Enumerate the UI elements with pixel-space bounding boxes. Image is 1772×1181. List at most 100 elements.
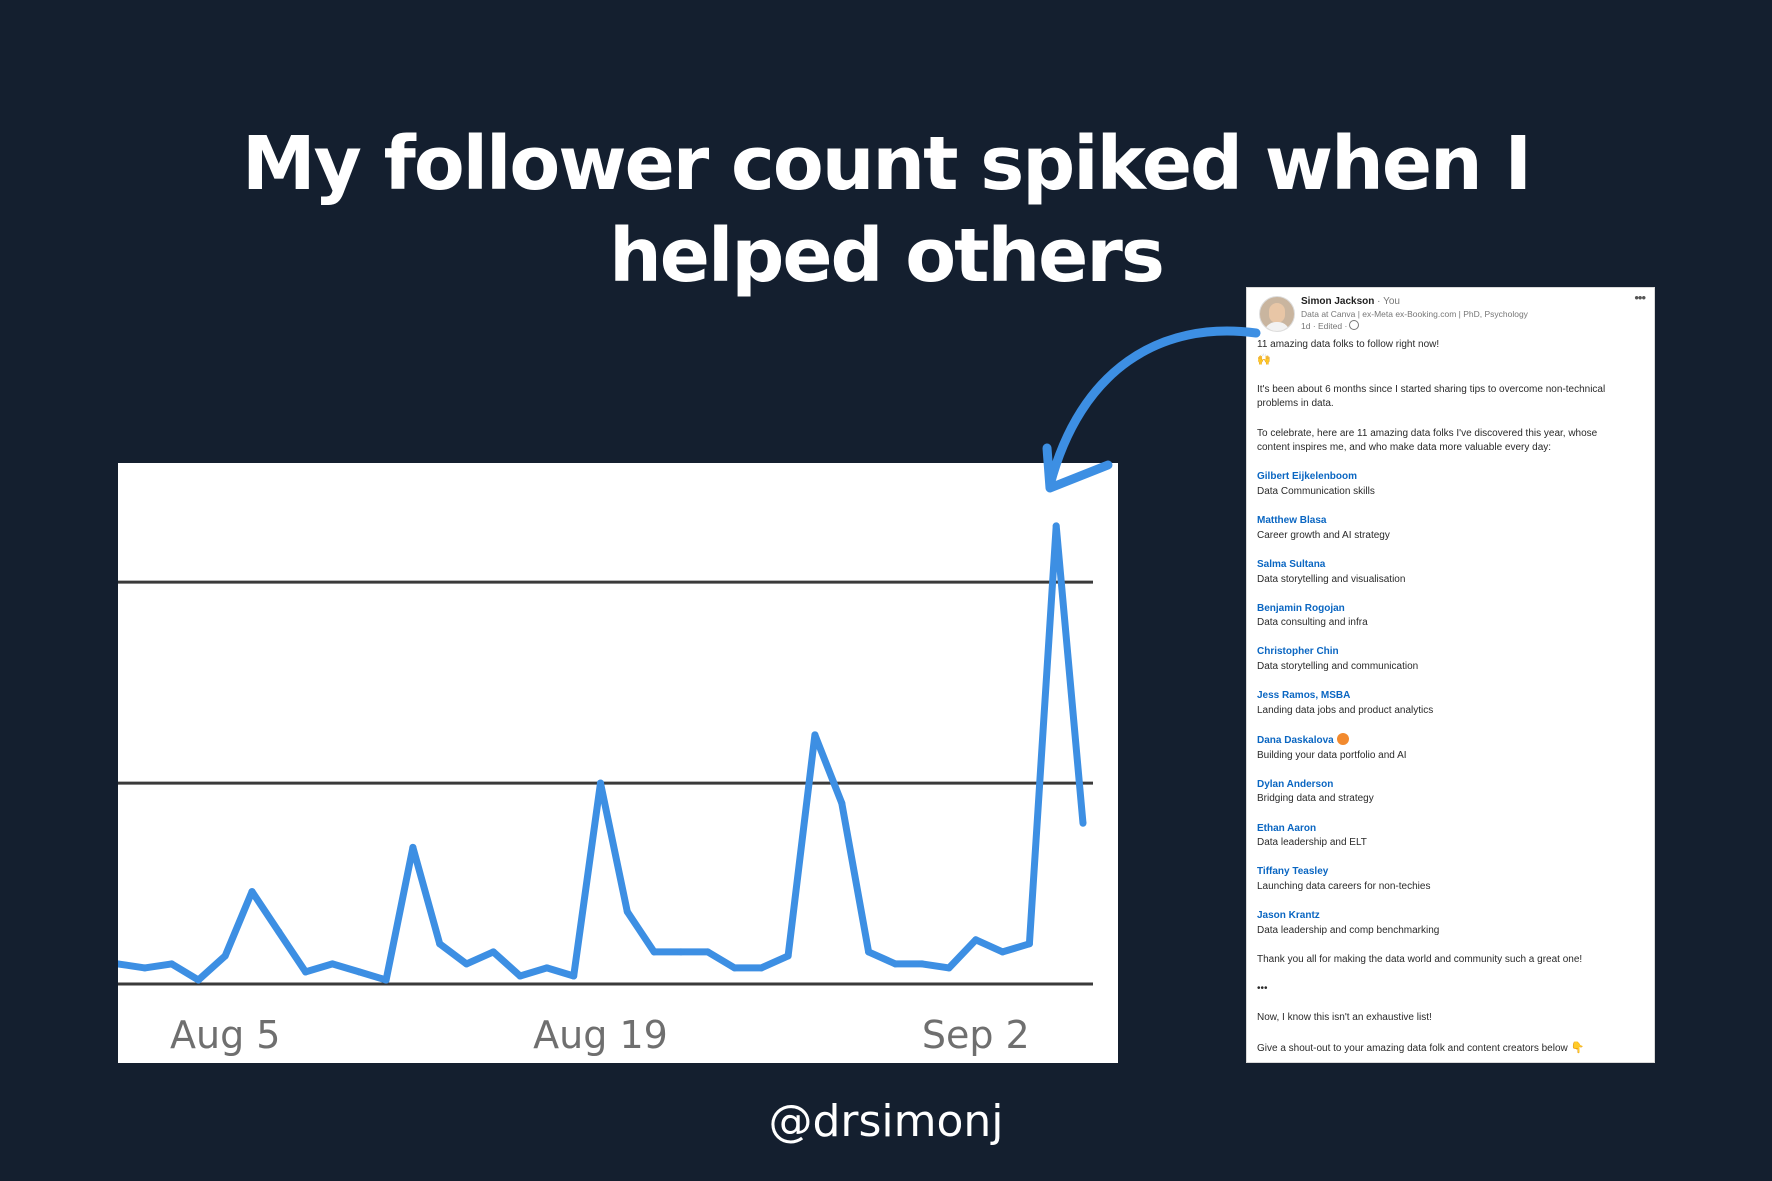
person-name-link[interactable]: Dana Daskalova xyxy=(1257,735,1334,747)
person-name-link[interactable]: Salma Sultana xyxy=(1257,558,1326,570)
headline-line-1: My follower count spiked when I xyxy=(242,121,1532,207)
data-point xyxy=(784,952,792,960)
avatar[interactable] xyxy=(1259,296,1295,332)
data-point xyxy=(168,960,176,968)
raised-hands-icon: 🙌 xyxy=(1257,353,1647,369)
more-options-icon[interactable]: ••• xyxy=(1634,290,1646,305)
data-point xyxy=(462,960,470,968)
post-intro: 11 amazing data folks to follow right no… xyxy=(1257,339,1440,350)
data-point xyxy=(597,779,604,787)
data-point xyxy=(355,968,363,976)
data-point xyxy=(623,908,631,916)
person-name-link[interactable]: Christopher Chin xyxy=(1257,646,1339,658)
person-topic: Career growth and AI strategy xyxy=(1257,529,1390,541)
person-topic: Data storytelling and communication xyxy=(1257,661,1419,673)
post-meta-text: 1d · Edited · xyxy=(1301,321,1348,331)
person-name-link[interactable]: Ethan Aaron xyxy=(1257,822,1317,834)
data-point xyxy=(328,960,336,968)
outro-text: Give a shout-out to your amazing data fo… xyxy=(1257,1042,1568,1054)
data-point xyxy=(382,976,390,984)
thanks-line: Thank you all for making the data world … xyxy=(1257,953,1583,965)
data-point xyxy=(1079,819,1087,827)
data-point xyxy=(972,936,980,944)
person-entry: Jess Ramos, MSBA Landing data jobs and pr… xyxy=(1257,689,1647,733)
data-point xyxy=(757,964,765,972)
data-point xyxy=(570,972,578,980)
follower-chart: Aug 5 Aug 19 Sep 2 xyxy=(118,463,1118,1063)
outro-line-1: Now, I know this isn't an exhaustive lis… xyxy=(1257,1012,1432,1024)
pointing-down-icon: 👇 xyxy=(1570,1041,1585,1054)
person-entry: Christopher Chin Data storytelling and co… xyxy=(1257,645,1647,689)
data-point xyxy=(141,964,149,972)
person-topic: Data storytelling and visualisation xyxy=(1257,573,1406,585)
para2-line2: content inspires me, and who make data m… xyxy=(1257,442,1552,454)
person-entry: Jason Krantz Data leadership and comp ben… xyxy=(1257,909,1647,953)
person-entry: Salma Sultana Data storytelling and visua… xyxy=(1257,558,1647,602)
data-point xyxy=(248,888,256,896)
arrow-curve xyxy=(1045,326,1261,490)
data-point xyxy=(891,960,899,968)
person-topic: Data leadership and comp benchmarking xyxy=(1257,924,1440,936)
data-point xyxy=(999,948,1007,956)
author-name[interactable]: Simon Jackson xyxy=(1301,296,1375,307)
x-tick-label: Sep 2 xyxy=(922,1013,1030,1057)
headline-line-2: helped others xyxy=(609,213,1165,299)
person-entry: Tiffany Teasley Launching data careers fo… xyxy=(1257,865,1647,909)
para2-line1: To celebrate, here are 11 amazing data f… xyxy=(1257,427,1598,439)
data-point xyxy=(811,731,819,739)
person-topic: Data Communication skills xyxy=(1257,485,1375,497)
person-entry: Ethan Aaron Data leadership and ELT xyxy=(1257,822,1647,866)
person-topic: Data leadership and ELT xyxy=(1257,837,1367,849)
author-line: Simon Jackson · You xyxy=(1301,296,1400,307)
data-point xyxy=(302,968,310,976)
data-point xyxy=(275,928,283,936)
person-name-link[interactable]: Gilbert Eijkelenboom xyxy=(1257,471,1358,483)
person-entry: Benjamin Rogojan Data consulting and infr… xyxy=(1257,602,1647,646)
post-header: Simon Jackson · You Data at Canva | ex-M… xyxy=(1257,290,1647,334)
intro-emoji: 🙌 xyxy=(1257,353,1271,366)
headline: My follower count spiked when I helped o… xyxy=(0,118,1772,302)
person-name-link[interactable]: Benjamin Rogojan xyxy=(1257,602,1345,614)
data-point xyxy=(1052,522,1060,530)
data-point xyxy=(704,948,712,956)
globe-icon xyxy=(1349,320,1360,330)
person-entry: Gilbert Eijkelenboom Data Communication s… xyxy=(1257,470,1647,514)
data-point xyxy=(221,952,229,960)
data-point xyxy=(194,976,202,984)
person-topic: Bridging data and strategy xyxy=(1257,793,1374,805)
x-tick-label: Aug 19 xyxy=(533,1013,668,1057)
data-point xyxy=(543,964,551,972)
person-topic: Launching data careers for non-techies xyxy=(1257,880,1431,892)
outro-line-2: Give a shout-out to your amazing data fo… xyxy=(1257,1041,1647,1057)
author-handle: @drsimonj xyxy=(768,1096,1004,1147)
you-label: · You xyxy=(1377,296,1400,307)
data-point xyxy=(838,799,846,807)
data-point xyxy=(865,948,873,956)
data-point xyxy=(650,948,658,956)
data-point xyxy=(677,948,685,956)
person-name-link[interactable]: Tiffany Teasley xyxy=(1257,866,1329,878)
para1-line2: problems in data. xyxy=(1257,398,1334,410)
data-point xyxy=(436,940,444,948)
chart-svg: Aug 5 Aug 19 Sep 2 xyxy=(118,522,1093,1057)
person-topic: Building your data portfolio and AI xyxy=(1257,749,1407,761)
post-body: 11 amazing data folks to follow right no… xyxy=(1257,338,1647,1056)
author-title: Data at Canva | ex-Meta ex-Booking.com |… xyxy=(1301,309,1528,319)
data-point xyxy=(945,964,953,972)
data-point xyxy=(1025,940,1033,948)
orange-circle-icon xyxy=(1336,733,1349,746)
person-entry: Dylan Anderson Bridging data and strategy xyxy=(1257,778,1647,822)
people-list: Gilbert Eijkelenboom Data Communication s… xyxy=(1257,470,1647,953)
data-point xyxy=(516,972,524,980)
person-name-link[interactable]: Dylan Anderson xyxy=(1257,778,1334,790)
series-line-followers xyxy=(118,522,1087,984)
person-name-link[interactable]: Matthew Blasa xyxy=(1257,515,1327,527)
person-name-link[interactable]: Jess Ramos, MSBA xyxy=(1257,690,1351,702)
linkedin-post: Simon Jackson · You Data at Canva | ex-M… xyxy=(1246,287,1655,1063)
data-point xyxy=(918,960,926,968)
data-point xyxy=(409,843,417,851)
person-name-link[interactable]: Jason Krantz xyxy=(1257,910,1320,922)
separator: ••• xyxy=(1257,983,1268,995)
person-topic: Landing data jobs and product analytics xyxy=(1257,704,1434,716)
post-meta: 1d · Edited · xyxy=(1301,320,1360,331)
